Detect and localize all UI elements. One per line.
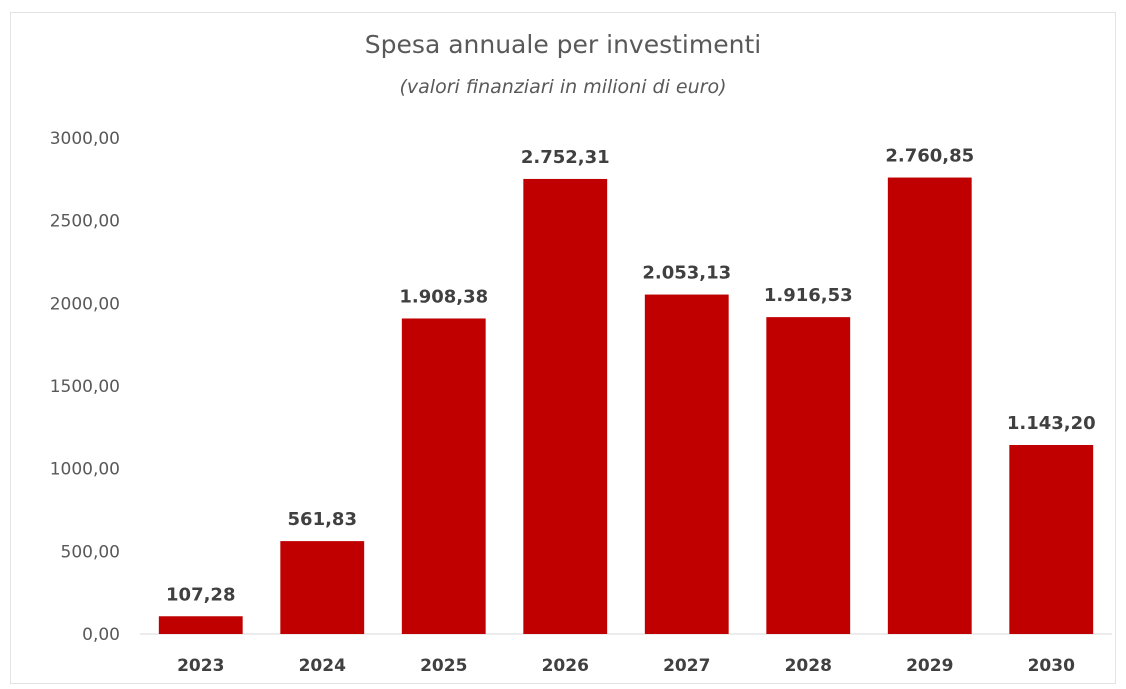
chart-title: Spesa annuale per investimenti bbox=[364, 30, 762, 59]
chart-subtitle: (valori finanziari in milioni di euro) bbox=[399, 76, 727, 98]
y-tick-label: 2500,00 bbox=[50, 212, 120, 232]
x-tick-label: 2030 bbox=[1028, 656, 1075, 676]
y-tick-label: 1500,00 bbox=[50, 377, 120, 397]
bar-2028 bbox=[766, 317, 851, 634]
x-tick-label: 2023 bbox=[177, 656, 224, 676]
x-tick-label: 2028 bbox=[785, 656, 832, 676]
x-tick-label: 2024 bbox=[299, 656, 346, 676]
y-tick-label: 500,00 bbox=[61, 542, 120, 562]
data-label: 107,28 bbox=[166, 584, 235, 605]
y-tick-label: 3000,00 bbox=[50, 129, 120, 149]
bar-2030 bbox=[1009, 444, 1094, 634]
data-label: 2.752,31 bbox=[521, 147, 610, 168]
bar-2024 bbox=[280, 541, 365, 634]
data-label: 2.760,85 bbox=[885, 146, 974, 167]
y-axis: 0,00 500,00 1000,00 1500,00 2000,00 2500,00 30… bbox=[50, 129, 120, 645]
bar-2023 bbox=[158, 616, 243, 634]
data-label: 1.908,38 bbox=[399, 286, 488, 307]
y-tick-label: 0,00 bbox=[82, 625, 120, 645]
bar-2029 bbox=[887, 177, 972, 634]
bars bbox=[158, 177, 1094, 634]
bar-2026 bbox=[523, 178, 608, 634]
bar-2025 bbox=[401, 318, 486, 634]
data-label: 2.053,13 bbox=[642, 263, 731, 284]
y-tick-label: 2000,00 bbox=[50, 294, 120, 314]
data-labels: 107,28 561,83 1.908,38 2.752,31 2.053,13 1.91… bbox=[166, 146, 1096, 606]
x-tick-label: 2029 bbox=[906, 656, 953, 676]
y-tick-label: 1000,00 bbox=[50, 460, 120, 480]
x-tick-label: 2025 bbox=[420, 656, 467, 676]
data-label: 561,83 bbox=[288, 509, 357, 530]
data-label: 1.916,53 bbox=[764, 285, 853, 306]
x-tick-label: 2026 bbox=[542, 656, 589, 676]
x-axis: 2023 2024 2025 2026 2027 2028 2029 2030 bbox=[177, 656, 1075, 676]
x-tick-label: 2027 bbox=[663, 656, 710, 676]
bar-2027 bbox=[644, 294, 729, 634]
data-label: 1.143,20 bbox=[1007, 413, 1096, 434]
